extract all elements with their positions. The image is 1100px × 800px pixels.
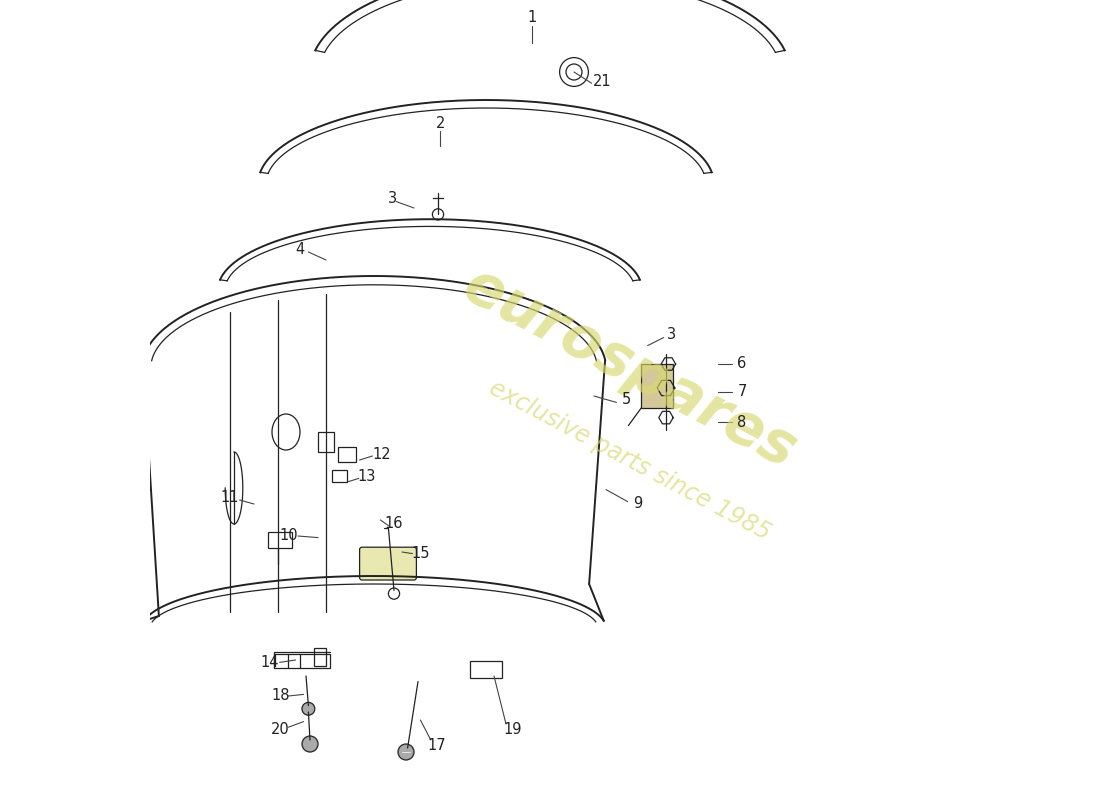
- FancyBboxPatch shape: [641, 364, 673, 408]
- Bar: [274, 654, 330, 668]
- Text: 11: 11: [221, 490, 240, 505]
- Text: 1: 1: [528, 10, 537, 25]
- Text: eurospares: eurospares: [453, 256, 806, 480]
- Text: 21: 21: [593, 74, 612, 89]
- Text: 12: 12: [373, 447, 392, 462]
- Text: 8: 8: [737, 415, 747, 430]
- Text: 18: 18: [271, 689, 289, 703]
- Text: 16: 16: [385, 517, 404, 531]
- Circle shape: [302, 702, 315, 715]
- Text: 3: 3: [667, 327, 676, 342]
- Bar: [338, 447, 355, 462]
- Text: 9: 9: [634, 497, 642, 511]
- Text: 19: 19: [503, 722, 521, 737]
- Text: 3: 3: [388, 191, 397, 206]
- Text: 4: 4: [296, 242, 305, 257]
- Bar: [318, 432, 334, 452]
- Text: 13: 13: [358, 470, 376, 484]
- Circle shape: [398, 744, 414, 760]
- Bar: [268, 532, 293, 548]
- Bar: [332, 470, 346, 482]
- Text: 5: 5: [623, 393, 631, 407]
- Bar: [314, 648, 326, 666]
- Text: 15: 15: [411, 546, 430, 561]
- Text: 7: 7: [737, 385, 747, 399]
- Text: 14: 14: [261, 655, 279, 670]
- Text: 10: 10: [279, 529, 298, 543]
- Text: 20: 20: [271, 722, 289, 737]
- Text: 6: 6: [737, 357, 747, 371]
- FancyBboxPatch shape: [360, 547, 417, 580]
- Circle shape: [302, 736, 318, 752]
- Bar: [470, 661, 502, 678]
- Text: 17: 17: [427, 738, 446, 753]
- Text: exclusive parts since 1985: exclusive parts since 1985: [485, 375, 774, 545]
- Text: 2: 2: [436, 117, 446, 131]
